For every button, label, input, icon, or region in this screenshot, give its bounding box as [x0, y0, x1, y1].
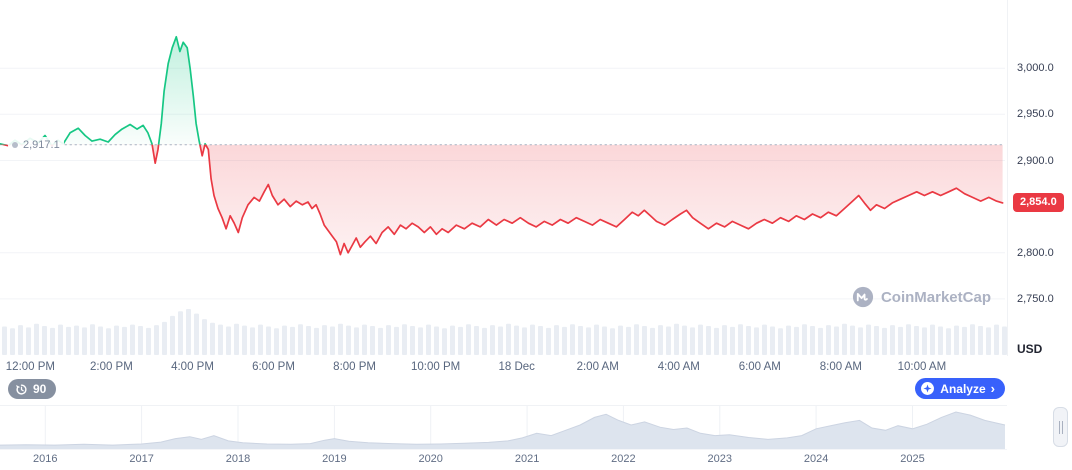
baseline-price-value: 2,917.1 — [23, 138, 60, 151]
year-axis-label: 2020 — [418, 453, 443, 465]
year-axis-label: 2022 — [611, 453, 636, 465]
price-chart-svg[interactable] — [0, 0, 1007, 356]
history-count-badge[interactable]: 90 — [8, 379, 57, 399]
price-line-up-segment — [0, 35, 207, 145]
price-area-below-baseline — [0, 144, 1003, 255]
price-axis-label: 2,750.0 — [1017, 292, 1054, 305]
price-axis-label: 2,950.0 — [1017, 108, 1054, 121]
range-selector-chart[interactable] — [0, 405, 1007, 449]
year-axis: 2016 2017 2018 2019 2020 2021 2022 2023 2024 2025 — [0, 449, 1007, 468]
year-axis-label: 2019 — [322, 453, 347, 465]
time-axis-label: 6:00 PM — [252, 361, 295, 373]
volume-bars — [2, 309, 1007, 355]
range-drag-handle[interactable] — [1053, 407, 1068, 447]
price-axis-label: 2,800.0 — [1017, 246, 1054, 259]
analyze-button[interactable]: Analyze › — [915, 378, 1005, 399]
history-area — [0, 412, 1005, 449]
current-price-value: 2,854.0 — [1020, 196, 1057, 209]
price-chart-area[interactable]: 2,917.1 CoinMarketCap — [0, 0, 1007, 356]
year-axis-label: 2017 — [129, 453, 154, 465]
time-axis-label: 4:00 PM — [171, 361, 214, 373]
history-line — [0, 411, 1006, 446]
analyze-label: Analyze — [940, 381, 986, 396]
year-axis-label: 2023 — [707, 453, 733, 465]
currency-unit-label: USD — [1017, 342, 1043, 356]
grip-line — [1058, 420, 1060, 434]
time-axis-label: 8:00 PM — [333, 361, 377, 373]
price-axis: 3,000.0 2,950.0 2,900.0 2,800.0 2,750.0 2,85… — [1007, 0, 1072, 356]
time-axis-label: 6:00 AM — [738, 361, 781, 373]
history-count-value: 90 — [33, 382, 47, 396]
price-line-down-segment — [0, 144, 1004, 256]
year-axis-label: 2016 — [33, 453, 58, 465]
chevron-right-icon: › — [990, 380, 995, 396]
analyze-sparkle-icon — [921, 382, 935, 395]
time-axis: 12:00 PM 2:00 PM 4:00 PM 6:00 PM 8:00 PM 10:0… — [0, 356, 1007, 378]
time-axis-label: 2:00 PM — [89, 361, 133, 373]
time-axis-label: 2:00 AM — [576, 361, 619, 373]
year-axis-label: 2024 — [803, 453, 829, 465]
time-axis-label: 8:00 AM — [819, 361, 862, 373]
time-axis-label: 10:00 AM — [897, 361, 947, 373]
history-clock-icon — [16, 383, 27, 395]
time-axis-label: 12:00 PM — [5, 361, 56, 373]
baseline-marker-icon — [12, 141, 18, 148]
watermark-text: CoinMarketCap — [880, 288, 991, 306]
coinmarketcap-watermark: CoinMarketCap — [852, 286, 991, 308]
price-axis-label: 2,900.0 — [1017, 154, 1054, 167]
year-axis-label: 2018 — [225, 453, 251, 465]
year-axis-label: 2021 — [514, 453, 540, 465]
price-axis-label: 3,000.0 — [1017, 62, 1054, 75]
chart-toolbar: 90 Analyze › — [0, 377, 1072, 404]
coinmarketcap-logo-icon — [852, 286, 874, 308]
year-axis-label: 2025 — [900, 453, 925, 465]
grip-line — [1061, 420, 1063, 434]
time-axis-label: 4:00 AM — [657, 361, 700, 373]
baseline-price-label: 2,917.1 — [8, 136, 64, 153]
time-axis-label: 18 Dec — [498, 361, 535, 373]
current-price-badge: 2,854.0 — [1013, 193, 1064, 213]
time-axis-label: 10:00 PM — [410, 361, 461, 373]
range-selector-svg[interactable] — [0, 406, 1007, 449]
